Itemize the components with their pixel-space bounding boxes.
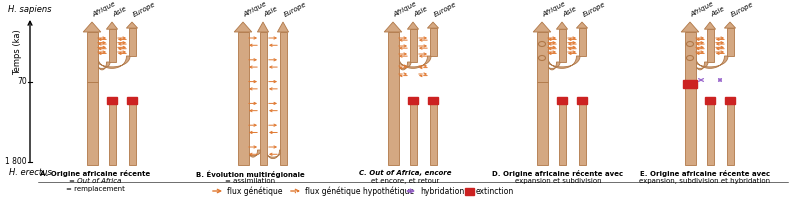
- Text: Europe: Europe: [730, 1, 755, 18]
- Polygon shape: [128, 28, 136, 56]
- Polygon shape: [279, 32, 286, 165]
- Text: 70: 70: [17, 77, 27, 86]
- Text: Europe: Europe: [132, 1, 157, 18]
- Polygon shape: [692, 56, 728, 68]
- Text: = assimilation: = assimilation: [225, 178, 275, 184]
- Polygon shape: [557, 22, 568, 29]
- Polygon shape: [726, 102, 734, 165]
- Polygon shape: [237, 32, 248, 165]
- Text: Asie: Asie: [413, 6, 429, 18]
- Bar: [127, 97, 137, 104]
- Polygon shape: [278, 22, 289, 32]
- Polygon shape: [109, 29, 116, 62]
- Polygon shape: [726, 28, 734, 56]
- Text: Europe: Europe: [433, 1, 458, 18]
- Polygon shape: [707, 102, 714, 165]
- Polygon shape: [265, 150, 282, 159]
- Polygon shape: [537, 82, 547, 165]
- Polygon shape: [704, 22, 715, 29]
- Bar: [107, 97, 117, 104]
- Polygon shape: [234, 22, 252, 32]
- Polygon shape: [94, 56, 130, 68]
- Polygon shape: [579, 102, 585, 165]
- Text: = Out of Africa: = Out of Africa: [69, 178, 121, 184]
- Polygon shape: [126, 22, 138, 28]
- Polygon shape: [558, 29, 565, 62]
- Polygon shape: [558, 102, 565, 165]
- Polygon shape: [86, 82, 98, 165]
- Bar: [683, 80, 697, 88]
- Polygon shape: [544, 62, 560, 70]
- Polygon shape: [537, 32, 547, 82]
- Text: 1 800: 1 800: [6, 158, 27, 166]
- Polygon shape: [684, 82, 695, 165]
- Text: Asie: Asie: [263, 6, 278, 18]
- Polygon shape: [681, 22, 699, 32]
- Text: et encore, et retour: et encore, et retour: [371, 178, 439, 184]
- Polygon shape: [259, 32, 266, 165]
- Text: H. erectus: H. erectus: [9, 168, 52, 177]
- Text: = remplacement: = remplacement: [66, 186, 125, 192]
- Polygon shape: [395, 62, 411, 70]
- Polygon shape: [533, 22, 551, 32]
- Text: Afrique: Afrique: [393, 1, 418, 18]
- Polygon shape: [106, 22, 117, 29]
- Text: C. Out of Africa, encore: C. Out of Africa, encore: [358, 170, 451, 176]
- Polygon shape: [724, 22, 736, 28]
- Text: expansion et subdivision: expansion et subdivision: [515, 178, 601, 184]
- Polygon shape: [94, 62, 110, 70]
- Text: Asie: Asie: [112, 6, 128, 18]
- Polygon shape: [395, 56, 431, 68]
- Text: extinction: extinction: [476, 186, 514, 196]
- Polygon shape: [384, 22, 402, 32]
- Bar: [557, 97, 567, 104]
- Polygon shape: [258, 22, 269, 32]
- Text: Asie: Asie: [562, 6, 578, 18]
- Bar: [577, 97, 587, 104]
- Text: Temps (ka): Temps (ka): [13, 29, 22, 75]
- Polygon shape: [579, 28, 585, 56]
- Polygon shape: [83, 22, 101, 32]
- Polygon shape: [544, 56, 580, 68]
- Text: flux génétique: flux génétique: [227, 186, 282, 196]
- Polygon shape: [707, 29, 714, 62]
- Text: E. Origine africaine récente avec: E. Origine africaine récente avec: [640, 170, 770, 177]
- Text: A. Origine africaine récente: A. Origine africaine récente: [40, 170, 150, 177]
- Text: hybridation: hybridation: [420, 186, 464, 196]
- Polygon shape: [430, 28, 436, 56]
- Polygon shape: [86, 32, 98, 82]
- Text: Asie: Asie: [710, 6, 726, 18]
- Text: flux génétique hypothétique: flux génétique hypothétique: [305, 186, 414, 196]
- Polygon shape: [128, 102, 136, 165]
- Polygon shape: [692, 62, 708, 70]
- Text: expansion, subdivision et hybridation: expansion, subdivision et hybridation: [639, 178, 771, 184]
- Text: D. Origine africaine récente avec: D. Origine africaine récente avec: [492, 170, 623, 177]
- Text: B. Évolution multirégionale: B. Évolution multirégionale: [196, 170, 305, 178]
- Text: H. sapiens: H. sapiens: [8, 5, 52, 14]
- Bar: [705, 97, 715, 104]
- Polygon shape: [409, 29, 416, 62]
- Bar: [428, 97, 438, 104]
- Polygon shape: [245, 150, 261, 157]
- Polygon shape: [388, 32, 399, 165]
- Text: Afrique: Afrique: [92, 1, 117, 18]
- Text: Afrique: Afrique: [690, 1, 715, 18]
- Polygon shape: [408, 22, 419, 29]
- Polygon shape: [577, 22, 588, 28]
- Polygon shape: [109, 102, 116, 165]
- Polygon shape: [409, 102, 416, 165]
- Bar: [465, 188, 474, 194]
- Bar: [408, 97, 418, 104]
- Polygon shape: [430, 102, 436, 165]
- Bar: [725, 97, 735, 104]
- Text: Afrique: Afrique: [542, 1, 567, 18]
- Polygon shape: [684, 32, 695, 82]
- Text: Europe: Europe: [283, 1, 308, 18]
- Text: Afrique: Afrique: [243, 1, 268, 18]
- Text: Europe: Europe: [582, 1, 607, 18]
- Polygon shape: [427, 22, 439, 28]
